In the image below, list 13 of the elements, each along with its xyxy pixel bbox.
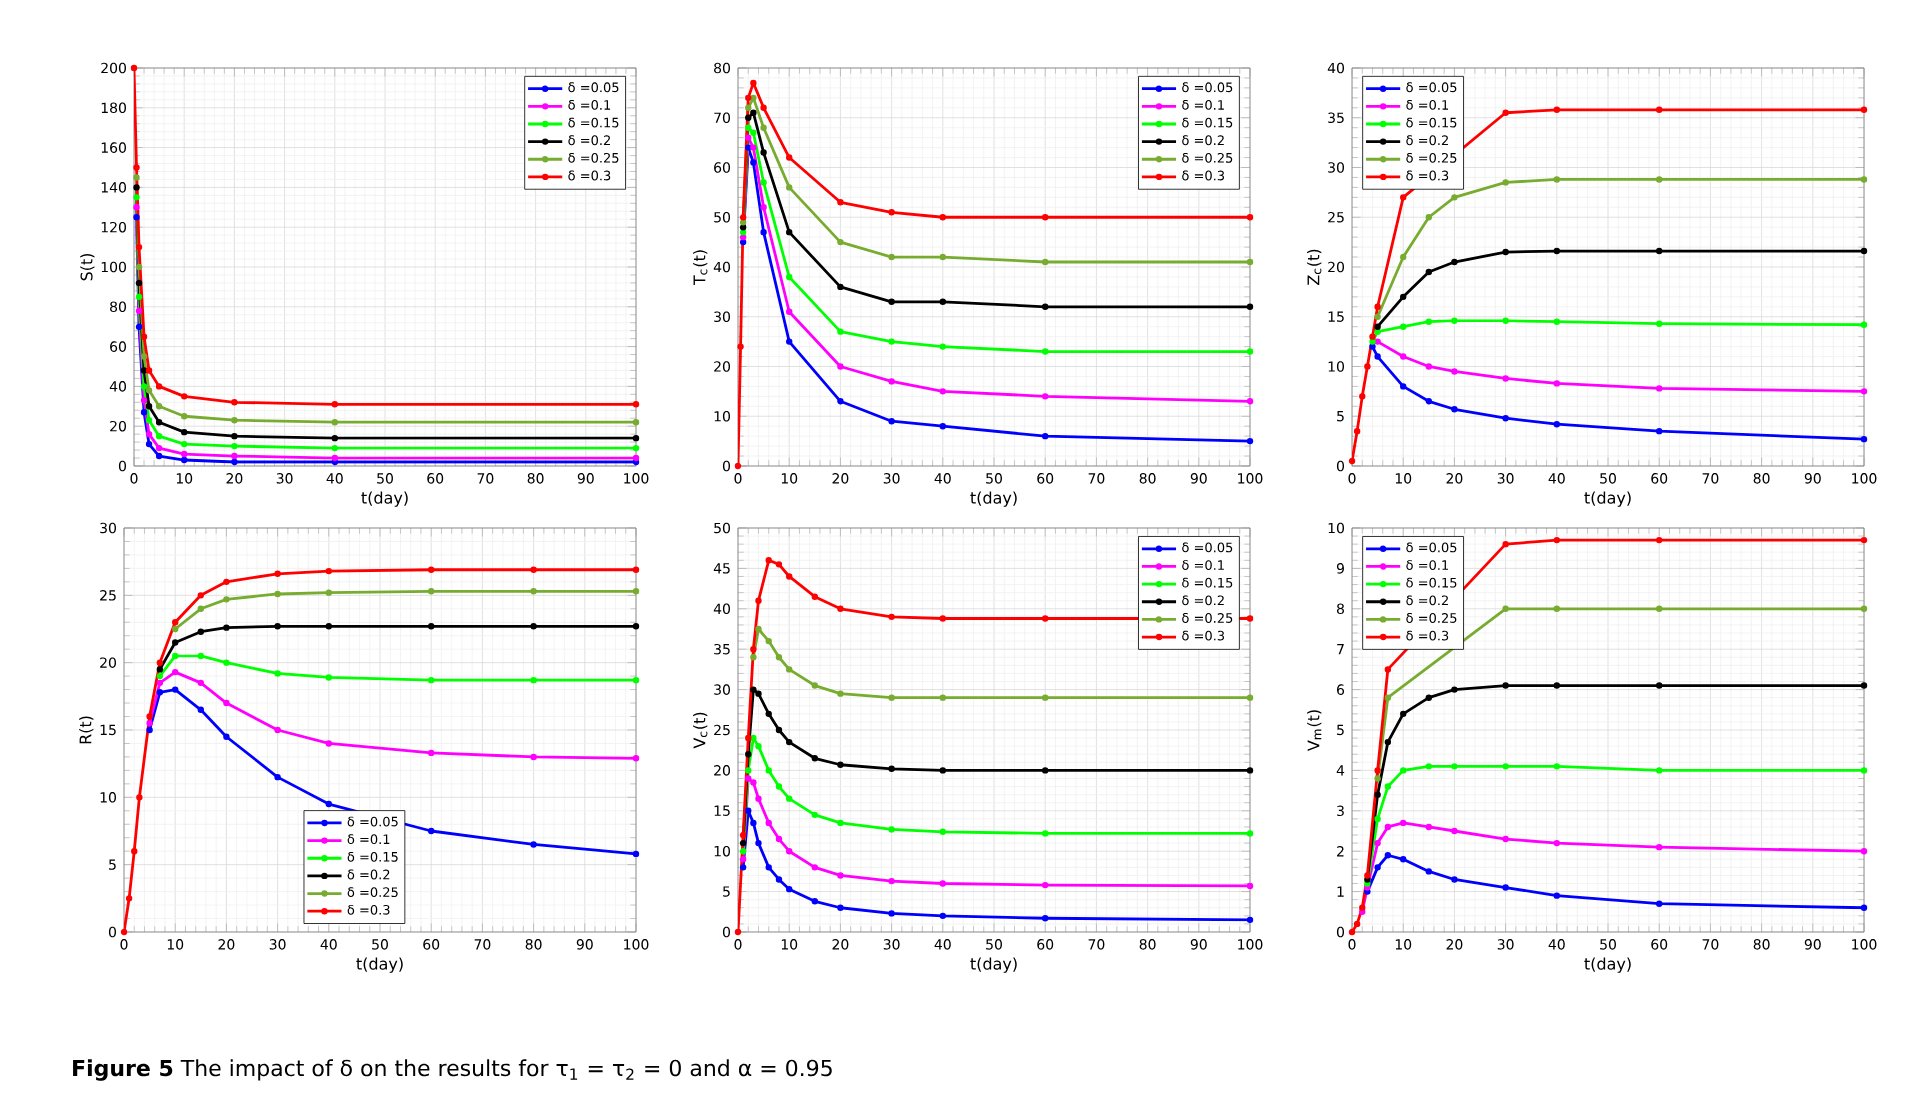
- y-axis-title: V$_{c}$(t): [693, 712, 708, 749]
- text: Figure 5 The impact of δ on the results for τ$_{1}$ = τ$_{2}$ = 0 and α = 0.95: [73, 1059, 832, 1081]
- y-axis-title: S(t): [80, 253, 95, 281]
- y-axis-title: V$_{m}$(t): [1307, 710, 1322, 752]
- x-axis-title: t(day): [1584, 491, 1631, 507]
- x-axis-title: t(day): [356, 957, 403, 973]
- y-axis-title: R(t): [79, 716, 94, 744]
- y-axis-title: Z$_{c}$(t): [1307, 249, 1322, 285]
- x-axis-title: t(day): [1584, 957, 1631, 973]
- x-axis-title: t(day): [970, 957, 1017, 973]
- x-axis-title: t(day): [970, 491, 1017, 507]
- x-axis-title: t(day): [361, 491, 408, 507]
- y-axis-title: T$_{c}$(t): [693, 250, 708, 286]
